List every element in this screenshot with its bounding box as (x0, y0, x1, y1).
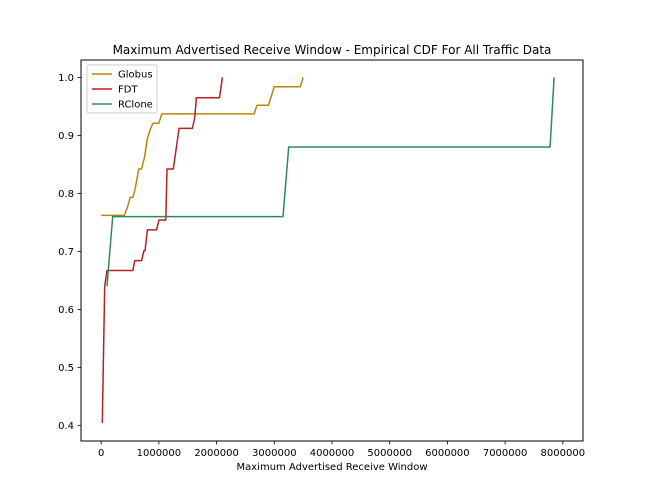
series-line-rclone (106, 77, 555, 287)
x-tick-label: 8000000 (541, 448, 586, 459)
x-axis-title: Maximum Advertised Receive Window (237, 462, 428, 473)
series-line-globus (101, 77, 304, 217)
x-tick-label: 0 (98, 448, 104, 459)
y-tick-label: 1.0 (58, 73, 74, 84)
legend-box (86, 64, 158, 114)
series-line-fdt (101, 77, 224, 424)
x-tick-label: 6000000 (425, 448, 470, 459)
y-tick-label: 0.8 (58, 189, 74, 200)
y-tick-label: 0.6 (58, 305, 74, 316)
x-tick-label: 4000000 (310, 448, 355, 459)
chart-title: Maximum Advertised Receive Window - Empi… (113, 43, 552, 57)
series-layer (101, 77, 555, 424)
y-tick-label: 0.4 (58, 421, 74, 432)
plot-area (80, 59, 584, 442)
x-tick-label: 7000000 (483, 448, 528, 459)
y-tick-label: 0.9 (58, 131, 74, 142)
legend-label-rclone: RClone (118, 100, 153, 111)
x-axis: 0 1000000 2000000 3000000 4000000 5000000 6000… (98, 441, 585, 459)
legend-label-fdt: FDT (118, 85, 138, 96)
legend-label-globus: Globus (118, 70, 153, 81)
plot-frame (80, 59, 584, 442)
x-tick-label: 2000000 (194, 448, 239, 459)
x-tick-label: 1000000 (137, 448, 182, 459)
y-tick-label: 0.7 (58, 247, 74, 258)
x-tick-label: 5000000 (367, 448, 412, 459)
y-tick-label: 0.5 (58, 363, 74, 374)
y-axis: 0.4 0.5 0.6 0.7 0.8 0.9 1.0 (58, 73, 81, 432)
legend: Globus FDT RClone (86, 64, 158, 114)
x-tick-label: 3000000 (252, 448, 297, 459)
